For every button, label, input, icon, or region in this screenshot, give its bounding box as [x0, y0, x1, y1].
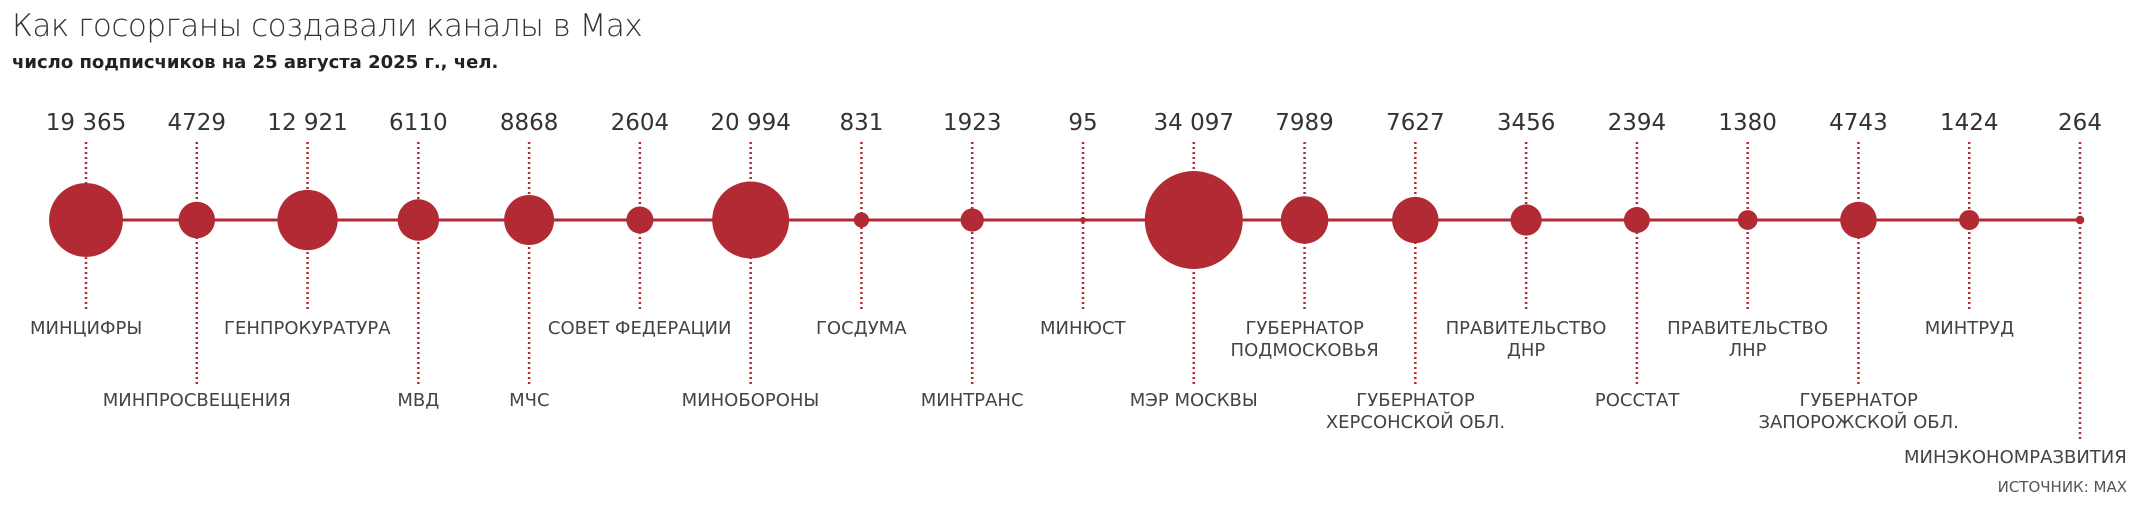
value-label: 20 994 [710, 110, 791, 136]
bubble [1080, 217, 1086, 223]
category-label: ПРАВИТЕЛЬСТВО ЛНР [1667, 318, 1829, 361]
bubble [1144, 171, 1243, 269]
category-label: МИНЭКОНОМРАЗВИТИЯ [1904, 447, 2127, 468]
value-label: 1380 [1718, 110, 1777, 136]
bubble [277, 189, 338, 251]
value-label: 8868 [499, 110, 559, 136]
bubble [397, 199, 440, 241]
value-label: 4743 [1829, 110, 1888, 136]
category-label: ГУБЕРНАТОР ПОДМОСКОВЬЯ [1230, 318, 1379, 361]
bubble [1737, 210, 1758, 230]
category-label: МВД [397, 390, 440, 411]
chart-title: Как госорганы создавали каналы в Max [12, 8, 643, 44]
chart-subtitle: число подписчиков на 25 августа 2025 г.,… [12, 52, 499, 73]
category-label: ГУБЕРНАТОР ХЕРСОНСКОЙ ОБЛ. [1325, 390, 1506, 433]
category-label: МИНЦИФРЫ [30, 318, 143, 339]
category-label: МИНЮСТ [1040, 318, 1126, 339]
bubble [853, 212, 870, 228]
value-label: 34 097 [1153, 110, 1235, 136]
bubble [1392, 196, 1439, 244]
bubble [1840, 201, 1877, 239]
bubble [1280, 196, 1329, 244]
bubble [2075, 215, 2085, 225]
category-label: ПРАВИТЕЛЬСТВО ДНР [1445, 318, 1607, 361]
category-label: МИНОБОРОНЫ [681, 390, 820, 411]
category-label: МЭР МОСКВЫ [1129, 390, 1258, 411]
value-label: 264 [2058, 110, 2102, 136]
value-label: 7627 [1386, 110, 1445, 136]
value-label: 6110 [389, 110, 448, 136]
bubble [49, 183, 123, 257]
category-label: СОВЕТ ФЕДЕРАЦИИ [547, 318, 732, 339]
value-label: 19 365 [45, 110, 127, 136]
value-label: 7989 [1275, 110, 1334, 136]
bubble [1623, 207, 1650, 233]
value-label: 2604 [610, 110, 670, 136]
category-label: МИНТРАНС [920, 390, 1024, 411]
source-note: ИСТОЧНИК: MAX [1997, 478, 2127, 496]
bubble [1959, 209, 1980, 231]
bubble [712, 181, 790, 259]
bubble [626, 206, 654, 234]
bubble [504, 195, 555, 245]
value-label: 831 [839, 110, 884, 136]
value-label: 2394 [1607, 110, 1667, 136]
value-label: 1424 [1939, 110, 1999, 136]
value-label: 4729 [167, 110, 227, 136]
category-label: ГУБЕРНАТОР ЗАПОРОЖСКОЙ ОБЛ. [1758, 390, 1959, 433]
category-label: МИНПРОСВЕЩЕНИЯ [102, 390, 291, 411]
bubble [960, 208, 984, 232]
value-label: 12 921 [267, 110, 348, 136]
category-label: РОССТАТ [1594, 390, 1680, 411]
bubble [1510, 204, 1542, 236]
value-label: 3456 [1496, 110, 1556, 136]
value-label: 95 [1068, 110, 1098, 136]
category-label: ГЕНПРОКУРАТУРА [224, 318, 391, 339]
value-label: 1923 [942, 110, 1002, 136]
category-label: МИНТРУД [1924, 318, 2015, 339]
bubble [178, 201, 216, 239]
category-label: ГОСДУМА [815, 318, 907, 339]
category-label: МЧС [509, 390, 550, 411]
